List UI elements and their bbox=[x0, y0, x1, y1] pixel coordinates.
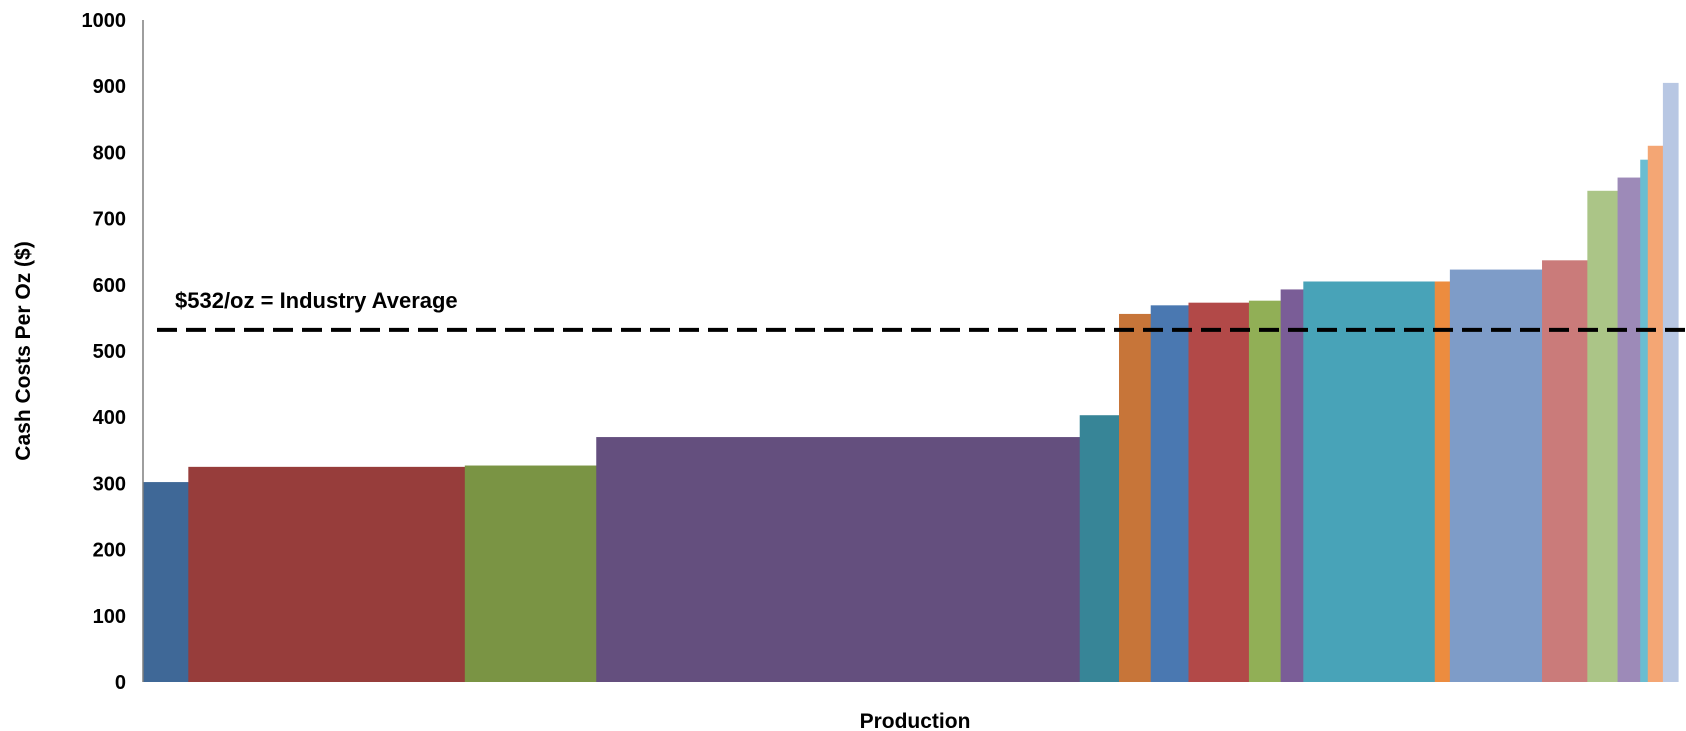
y-tick-label: 800 bbox=[93, 142, 126, 164]
cost-bar bbox=[1150, 305, 1190, 682]
y-tick-label: 500 bbox=[93, 341, 126, 363]
y-axis-title: Cash Costs Per Oz ($) bbox=[12, 241, 35, 460]
cost-bar bbox=[596, 437, 1081, 682]
y-tick-label: 0 bbox=[115, 672, 126, 694]
cost-bar bbox=[1118, 313, 1152, 682]
cost-bar bbox=[464, 465, 597, 682]
cost-bar bbox=[143, 482, 189, 682]
industry-average-label: $532/oz = Industry Average bbox=[175, 288, 458, 313]
y-tick-label: 600 bbox=[93, 275, 126, 297]
y-tick-label: 400 bbox=[93, 407, 126, 429]
y-tick-label: 200 bbox=[93, 540, 126, 562]
cost-bar bbox=[1303, 281, 1436, 682]
y-tick-label: 900 bbox=[93, 76, 126, 98]
cost-bar bbox=[1248, 300, 1282, 682]
y-tick-label: 100 bbox=[93, 606, 126, 628]
x-axis-title: Production bbox=[860, 710, 971, 731]
cost-bar bbox=[1587, 190, 1619, 682]
y-tick-label: 300 bbox=[93, 473, 126, 495]
cost-bar bbox=[1617, 177, 1641, 682]
cost-bar bbox=[1542, 260, 1588, 682]
cost-bar bbox=[1280, 289, 1304, 682]
cost-bar bbox=[1449, 269, 1543, 682]
cost-bar bbox=[1640, 159, 1649, 682]
cost-bars bbox=[143, 82, 1679, 682]
y-axis-tick-labels: 0 100 200 300 400 500 600 700 800 900 1000 bbox=[82, 10, 127, 694]
cost-bar bbox=[1662, 82, 1679, 682]
cost-bar bbox=[1434, 281, 1451, 682]
cost-bar bbox=[188, 466, 466, 682]
y-tick-label: 1000 bbox=[82, 10, 127, 32]
cost-bar bbox=[1188, 302, 1250, 682]
y-tick-label: 700 bbox=[93, 209, 126, 231]
cost-bar bbox=[1647, 145, 1664, 682]
cost-bar bbox=[1079, 415, 1120, 682]
